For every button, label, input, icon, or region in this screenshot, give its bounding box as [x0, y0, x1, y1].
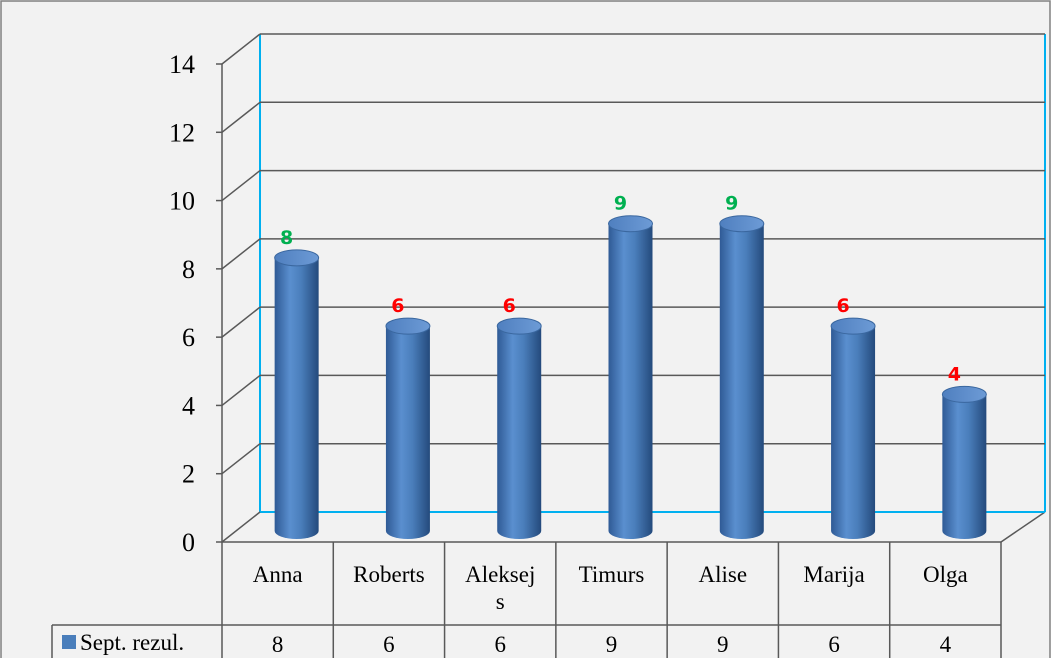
y-tick-label: 4: [182, 391, 195, 420]
y-tick-label: 10: [169, 187, 195, 216]
table-value: 8: [272, 632, 284, 657]
x-tick-label: Alise: [699, 562, 748, 587]
bars: [274, 215, 987, 539]
legend-swatch: [62, 635, 76, 649]
legend-series-name: Sept. rezul.: [80, 630, 184, 655]
table-value: 6: [828, 632, 840, 657]
table-value: 9: [717, 632, 729, 657]
bar-marija: [830, 317, 876, 539]
x-tick-label: Anna: [253, 562, 303, 587]
gridline-side: [221, 169, 261, 202]
data-label: 6: [391, 295, 404, 317]
gridline-side: [221, 101, 261, 133]
bar-body: [608, 223, 653, 539]
data-label: 8: [280, 227, 293, 249]
x-tick-label: Olga: [923, 562, 968, 587]
table-value: 6: [494, 632, 506, 657]
data-label: 9: [725, 193, 738, 215]
x-tick-label: Aleksej: [465, 562, 535, 587]
y-tick-label: 8: [182, 255, 195, 284]
bar-alise: [719, 215, 765, 539]
bar-body: [831, 326, 876, 539]
y-tick-label: 14: [169, 50, 195, 79]
bar-top: [608, 215, 653, 233]
data-label: 6: [836, 295, 849, 317]
bar-body: [385, 326, 430, 539]
gridline-side: [221, 511, 261, 543]
bar-anna: [274, 249, 320, 539]
bar-body: [274, 257, 319, 539]
bar-body: [942, 394, 987, 539]
bar-body: [719, 223, 764, 539]
table-value: 9: [606, 632, 618, 657]
y-tick-label: 12: [169, 118, 195, 147]
y-tick-label: 0: [182, 528, 195, 557]
gridline-side: [221, 306, 261, 338]
x-tick-label: s: [496, 589, 505, 614]
bar-top: [719, 215, 765, 233]
gridline-side: [221, 443, 261, 475]
bar-top: [941, 385, 987, 403]
gridline-side: [221, 33, 261, 65]
bar-top: [830, 317, 876, 335]
data-label: 9: [614, 193, 627, 215]
y-axis-ticks: 0 2 4 6 8 10 12 14: [169, 50, 195, 557]
bar-olga: [941, 385, 987, 539]
bar-timurs: [608, 215, 653, 539]
data-labels: 8 6 6 9 9 6 4: [280, 193, 961, 386]
bar-aleksejs: [496, 317, 542, 539]
data-label: 6: [503, 295, 516, 317]
table-value: 6: [383, 632, 395, 657]
data-label: 4: [948, 363, 961, 385]
table-value: 4: [940, 632, 952, 657]
y-tick-label: 6: [182, 323, 195, 352]
y-tick-label: 2: [182, 460, 195, 489]
gridline-side: [221, 238, 261, 270]
bar-roberts: [385, 317, 431, 539]
x-tick-label: Marija: [803, 562, 864, 587]
x-tick-label: Roberts: [353, 562, 425, 587]
x-tick-label: Timurs: [579, 562, 645, 587]
plot-frame: [221, 34, 1046, 543]
floor-right-edge: [1000, 511, 1046, 543]
bar-top: [385, 317, 431, 335]
bar-top: [496, 317, 542, 335]
gridline-side: [221, 374, 261, 407]
bar-body: [497, 326, 542, 539]
bar-top: [274, 249, 320, 267]
